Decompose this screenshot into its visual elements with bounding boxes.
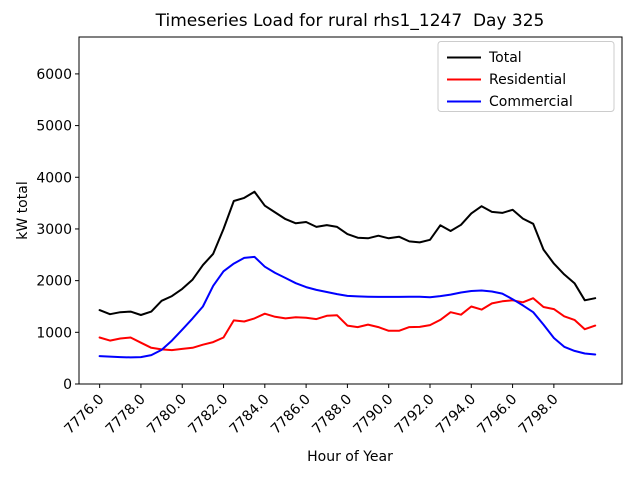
y-tick-label: 1000 <box>36 325 72 341</box>
x-tick-label: 7784.0 <box>227 392 273 438</box>
y-tick-label: 2000 <box>36 274 72 290</box>
x-tick-label: 7794.0 <box>433 392 479 438</box>
y-tick-label: 3000 <box>36 222 72 238</box>
legend-entry-label: Commercial <box>489 94 573 110</box>
series-line-commercial <box>98 255 597 359</box>
legend-entry-commercial: Commercial <box>447 94 573 110</box>
legend: Total Residential Commercial <box>437 41 615 112</box>
y-axis-ticks: 0 1000 2000 3000 4000 5000 6000 <box>36 67 79 393</box>
y-tick-label: 6000 <box>36 67 72 83</box>
x-tick-label: 7786.0 <box>268 392 314 438</box>
legend-box <box>437 41 615 112</box>
y-tick-label: 5000 <box>36 119 72 135</box>
legend-entry-label: Total <box>488 50 522 66</box>
x-tick-label: 7798.0 <box>516 392 562 438</box>
x-tick-label: 7790.0 <box>351 392 397 438</box>
legend-entry-residential: Residential <box>447 72 566 88</box>
x-tick-label: 7782.0 <box>185 392 231 438</box>
x-tick-label: 7776.0 <box>62 392 108 438</box>
x-axis-label: Hour of Year <box>307 449 393 465</box>
legend-entry-total: Total <box>447 50 522 66</box>
chart-title: Timeseries Load for rural rhs1_1247 Day … <box>155 11 545 31</box>
x-tick-label: 7778.0 <box>103 392 149 438</box>
x-tick-label: 7792.0 <box>392 392 438 438</box>
y-tick-label: 4000 <box>36 170 72 186</box>
series-line-total <box>98 190 597 316</box>
x-axis-ticks: 7776.07778.07780.07782.07784.07786.07788… <box>62 384 562 437</box>
y-tick-label: 0 <box>63 377 72 393</box>
y-axis-label: kW total <box>15 181 31 239</box>
x-tick-label: 7788.0 <box>309 392 355 438</box>
chart-generated-content: 7776.07778.07780.07782.07784.07786.07788… <box>36 36 623 437</box>
legend-entry-label: Residential <box>489 72 566 88</box>
x-tick-label: 7796.0 <box>474 392 520 438</box>
x-tick-label: 7780.0 <box>144 392 190 438</box>
